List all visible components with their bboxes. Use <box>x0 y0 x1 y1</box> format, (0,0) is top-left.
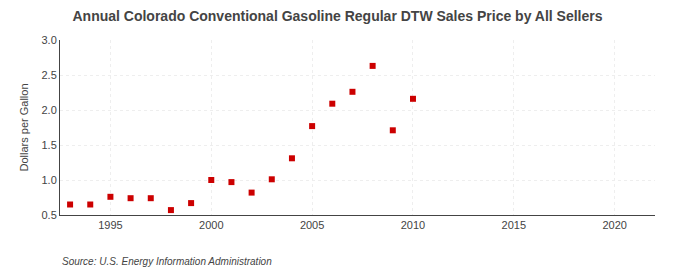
svg-text:3.0: 3.0 <box>42 34 57 46</box>
svg-text:2020: 2020 <box>602 219 626 231</box>
svg-text:2015: 2015 <box>502 219 526 231</box>
svg-text:0.5: 0.5 <box>42 209 57 221</box>
svg-text:Source: U.S. Energy Informatio: Source: U.S. Energy Information Administ… <box>62 256 272 267</box>
svg-text:2.5: 2.5 <box>42 69 57 81</box>
svg-text:2005: 2005 <box>300 219 324 231</box>
svg-text:2000: 2000 <box>199 219 223 231</box>
svg-text:2.0: 2.0 <box>42 104 57 116</box>
svg-text:Dollars per Gallon: Dollars per Gallon <box>18 83 30 171</box>
svg-text:1995: 1995 <box>98 219 122 231</box>
svg-text:1.5: 1.5 <box>42 139 57 151</box>
svg-text:Annual Colorado Conventional G: Annual Colorado Conventional Gasoline Re… <box>72 8 602 24</box>
svg-text:1.0: 1.0 <box>42 174 57 186</box>
svg-text:2010: 2010 <box>401 219 425 231</box>
